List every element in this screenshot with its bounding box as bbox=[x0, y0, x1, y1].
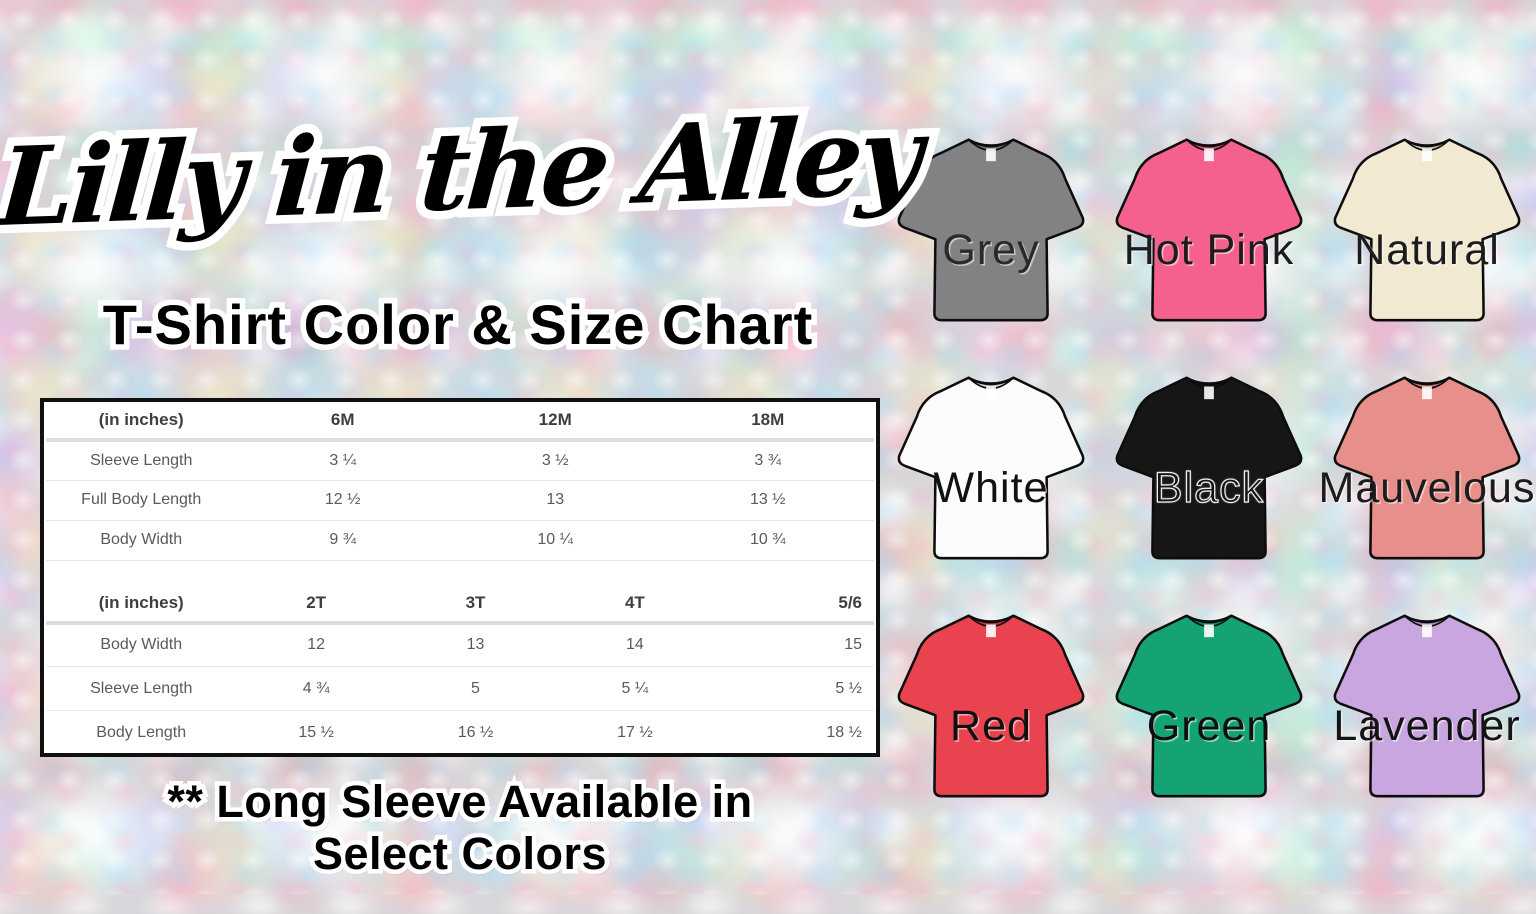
size-value: 15 bbox=[844, 636, 862, 654]
row-label: Body Width bbox=[100, 531, 183, 548]
size-value: 16 ½ bbox=[457, 723, 494, 741]
color-name-label: Mauvelous bbox=[1318, 464, 1536, 512]
size-row-body-width: Body Width 9 ¾ 10 ¼ 10 ¾ bbox=[46, 520, 874, 560]
size-table-infant: (in inches) 6M 12M 18M Sleeve Length 3 ¼ 3 ½ 3 … bbox=[46, 402, 874, 561]
size-value: 9 ¾ bbox=[329, 531, 357, 548]
size-column-2t: 2T bbox=[306, 592, 327, 612]
size-value: 3 ¾ bbox=[754, 451, 782, 469]
size-table-header-row: (in inches) 6M 12M 18M bbox=[46, 402, 874, 440]
size-column-3t: 3T bbox=[465, 592, 486, 612]
size-value: 12 ½ bbox=[324, 491, 361, 508]
unit-label: (in inches) bbox=[98, 592, 184, 612]
size-value: 4 ¾ bbox=[302, 679, 330, 697]
size-value: 3 ¼ bbox=[329, 451, 357, 469]
size-column-5-6: 5/6 bbox=[838, 592, 862, 612]
footnote: ** Long Sleeve Available in ** Long Slee… bbox=[40, 773, 880, 882]
color-name-label: Black bbox=[1153, 463, 1265, 512]
tshirt-hot-pink: Hot Pink bbox=[1100, 128, 1318, 328]
size-value: 18 ½ bbox=[826, 723, 862, 741]
table-section-gap bbox=[46, 561, 874, 585]
color-name-label: Hot Pink bbox=[1123, 226, 1295, 274]
color-swatch-grid: Grey Hot Pink Natural White Black Mauvelous Re… bbox=[882, 128, 1536, 844]
tshirt-black: Black bbox=[1100, 366, 1318, 566]
size-column-6m: 6M bbox=[330, 410, 355, 429]
size-row-full-body-length: Full Body Length 12 ½ 13 13 ½ bbox=[46, 480, 874, 520]
size-row-body-width: Body Width 12 13 14 15 bbox=[46, 622, 874, 667]
footnote-line1-outline: ** Long Sleeve Available in bbox=[163, 773, 757, 830]
tshirt-icon bbox=[1115, 614, 1303, 798]
size-value: 14 bbox=[625, 636, 644, 654]
color-name-label: Red bbox=[950, 702, 1032, 750]
tshirt-grey: Grey bbox=[882, 128, 1100, 328]
page-title-text: T-Shirt Color & Size Chart bbox=[102, 293, 814, 356]
size-value: 13 bbox=[466, 636, 485, 654]
size-row-sleeve-length: Sleeve Length 4 ¾ 5 5 ¼ 5 ½ bbox=[46, 666, 874, 711]
color-name-label: Lavender bbox=[1333, 702, 1521, 750]
size-table-header-row: (in inches) 2T 3T 4T 5/6 bbox=[46, 585, 874, 623]
tshirt-icon bbox=[1333, 614, 1521, 798]
size-column-12m: 12M bbox=[538, 410, 572, 429]
row-label: Sleeve Length bbox=[90, 451, 193, 469]
size-column-4t: 4T bbox=[624, 592, 645, 612]
unit-label: (in inches) bbox=[98, 410, 184, 429]
tshirt-mauvelous: Mauvelous bbox=[1318, 366, 1536, 566]
tshirt-icon bbox=[1115, 376, 1303, 560]
row-label: Body Length bbox=[96, 723, 187, 741]
footnote-line2-text: Select Colors bbox=[312, 828, 608, 879]
size-column-18m: 18M bbox=[751, 410, 785, 429]
size-value: 5 ½ bbox=[835, 679, 862, 697]
brand-logo: Lilly in the Alley Lilly in the Alley bbox=[0, 48, 931, 298]
row-label: Full Body Length bbox=[81, 491, 202, 508]
color-name-label: White bbox=[933, 464, 1049, 512]
footnote-line1-text: ** Long Sleeve Available in bbox=[167, 776, 753, 827]
page-title-outline: T-Shirt Color & Size Chart bbox=[97, 290, 817, 360]
color-name-label: Natural bbox=[1354, 226, 1500, 274]
page-title: T-Shirt Color & Size Chart T-Shirt Color… bbox=[18, 290, 898, 360]
size-value: 10 ¾ bbox=[749, 531, 786, 548]
size-value: 10 ¼ bbox=[537, 531, 573, 548]
size-value: 15 ½ bbox=[298, 723, 334, 741]
tshirt-icon bbox=[1115, 138, 1303, 322]
tshirt-icon bbox=[897, 614, 1085, 798]
row-label: Body Width bbox=[100, 636, 183, 654]
size-value: 5 bbox=[471, 679, 480, 697]
tshirt-icon bbox=[897, 376, 1085, 560]
size-value: 5 ¼ bbox=[621, 679, 649, 697]
tshirt-icon bbox=[1333, 138, 1521, 322]
size-chart-card: (in inches) 6M 12M 18M Sleeve Length 3 ¼ 3 ½ 3 … bbox=[40, 398, 880, 757]
tshirt-white: White bbox=[882, 366, 1100, 566]
color-name-label: Grey bbox=[942, 226, 1040, 274]
color-name-label: Green bbox=[1146, 702, 1272, 750]
tshirt-red: Red bbox=[882, 604, 1100, 804]
tshirt-icon bbox=[1333, 376, 1521, 560]
size-value: 3 ½ bbox=[541, 451, 569, 469]
size-row-body-length: Body Length 15 ½ 16 ½ 17 ½ 18 ½ bbox=[46, 710, 874, 755]
size-value: 13 bbox=[546, 491, 565, 508]
size-value: 13 ½ bbox=[749, 491, 786, 508]
tshirt-natural: Natural bbox=[1318, 128, 1536, 328]
brand-logo-text: Lilly in the Alley bbox=[0, 93, 923, 252]
size-value: 12 bbox=[307, 636, 326, 654]
row-label: Sleeve Length bbox=[90, 679, 193, 697]
size-row-sleeve-length: Sleeve Length 3 ¼ 3 ½ 3 ¾ bbox=[46, 440, 874, 480]
footnote-line2-outline: Select Colors bbox=[308, 825, 611, 882]
tshirt-lavender: Lavender bbox=[1318, 604, 1536, 804]
tshirt-icon bbox=[897, 138, 1085, 322]
size-table-toddler: (in inches) 2T 3T 4T 5/6 Body Width 12 13 14 15 Sl… bbox=[46, 585, 874, 755]
size-value: 17 ½ bbox=[617, 723, 653, 741]
tshirt-green: Green bbox=[1100, 604, 1318, 804]
